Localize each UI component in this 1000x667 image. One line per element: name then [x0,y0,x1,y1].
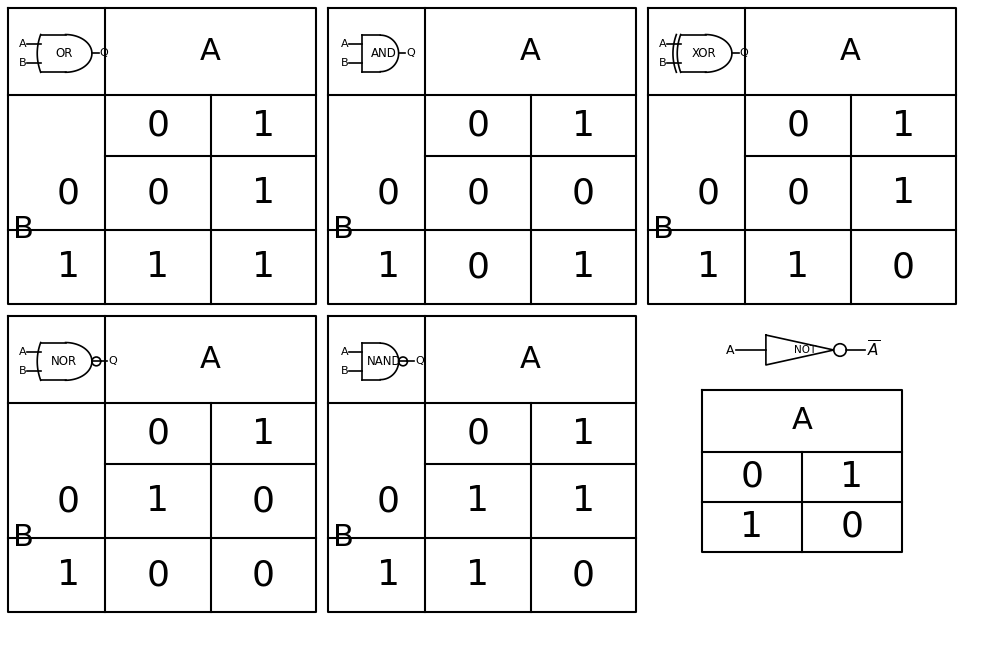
Text: 1: 1 [572,250,595,284]
Text: 0: 0 [572,176,595,210]
Text: A: A [340,39,348,49]
Text: A: A [200,37,221,66]
Text: NAND: NAND [366,355,401,368]
Text: 0: 0 [146,558,169,592]
Text: AND: AND [371,47,397,60]
Text: 0: 0 [892,250,915,284]
Text: 0: 0 [252,484,275,518]
Text: A: A [520,345,541,374]
Text: 0: 0 [57,176,80,210]
Text: B: B [13,524,34,552]
Text: 0: 0 [466,109,489,143]
Text: 1: 1 [697,250,720,284]
Text: $\overline{A}$: $\overline{A}$ [867,340,881,360]
Text: Q: Q [415,356,424,366]
Text: A: A [19,39,26,49]
Text: 1: 1 [252,176,275,210]
Text: 1: 1 [57,558,80,592]
Text: Q: Q [100,49,108,59]
Text: 0: 0 [786,109,809,143]
Text: 0: 0 [377,176,400,210]
Text: 0: 0 [740,460,764,494]
Text: B: B [659,58,666,68]
Text: 1: 1 [146,250,169,284]
Text: A: A [19,347,26,357]
Text: Q: Q [108,356,117,366]
Text: 1: 1 [786,250,809,284]
Text: 1: 1 [146,484,169,518]
Text: 1: 1 [840,460,864,494]
Text: B: B [340,58,348,68]
Text: 0: 0 [466,176,489,210]
Text: 1: 1 [572,417,595,451]
Text: A: A [792,406,812,436]
Text: B: B [340,366,348,376]
Text: B: B [653,215,674,245]
Text: 0: 0 [786,176,809,210]
Text: 1: 1 [466,558,489,592]
Text: 0: 0 [697,176,720,210]
Text: 0: 0 [466,417,489,451]
Text: A: A [726,344,734,356]
Text: 0: 0 [466,250,489,284]
Text: 1: 1 [252,109,275,143]
Text: 0: 0 [146,109,169,143]
Text: 1: 1 [740,510,764,544]
Text: 1: 1 [252,417,275,451]
Text: 0: 0 [572,558,595,592]
Text: B: B [333,215,354,245]
Text: 1: 1 [252,250,275,284]
Text: B: B [19,366,26,376]
Text: B: B [13,215,34,245]
Text: 1: 1 [377,558,400,592]
Text: 1: 1 [466,484,489,518]
Text: B: B [19,58,26,68]
Text: A: A [340,347,348,357]
Text: NOR: NOR [51,355,77,368]
Text: Q: Q [740,49,748,59]
Text: A: A [200,345,221,374]
Text: 0: 0 [146,417,169,451]
Text: 0: 0 [377,484,400,518]
Text: 0: 0 [57,484,80,518]
Text: 1: 1 [572,109,595,143]
Text: NOT: NOT [794,345,816,355]
Text: Q: Q [406,49,415,59]
Text: A: A [659,39,666,49]
Text: A: A [520,37,541,66]
Text: 1: 1 [572,484,595,518]
Text: XOR: XOR [691,47,716,60]
Text: 1: 1 [57,250,80,284]
Text: 0: 0 [252,558,275,592]
Text: 1: 1 [377,250,400,284]
Text: 0: 0 [840,510,864,544]
Text: 0: 0 [146,176,169,210]
Text: A: A [840,37,861,66]
Text: OR: OR [55,47,72,60]
Text: 1: 1 [892,109,915,143]
Text: 1: 1 [892,176,915,210]
Text: B: B [333,524,354,552]
